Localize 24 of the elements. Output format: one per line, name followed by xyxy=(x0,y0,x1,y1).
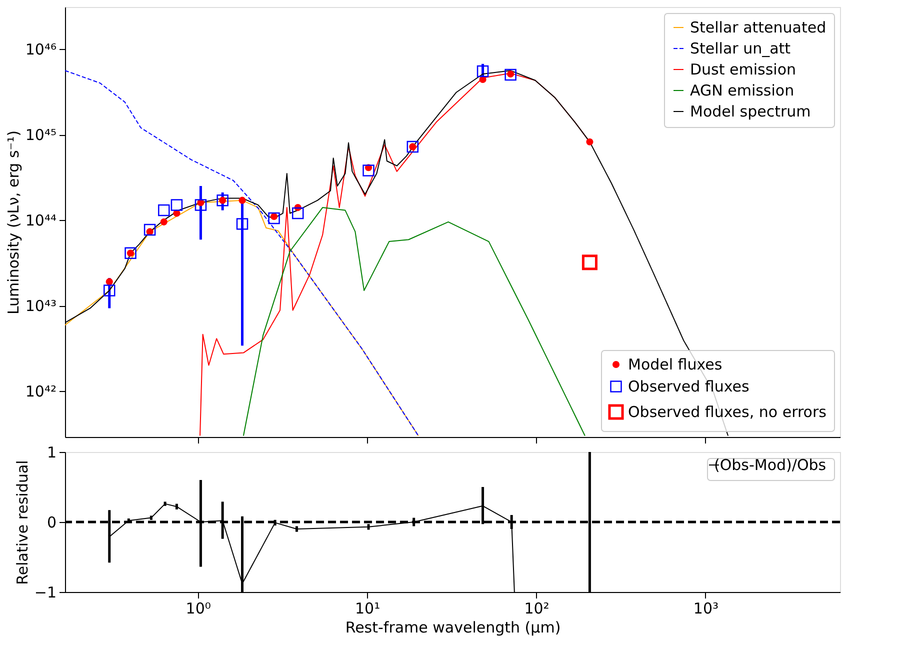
legend-label: Observed fluxes, no errors xyxy=(628,403,827,421)
legend-label: Dust emission xyxy=(690,60,796,78)
y-tick-label: 10⁴⁶ xyxy=(25,40,56,59)
x-tick-label: 10⁰ xyxy=(186,600,211,618)
legend-label: Model fluxes xyxy=(628,356,722,374)
y-tick-label: 10⁴² xyxy=(25,382,56,401)
x-tick-label: 10² xyxy=(524,600,550,618)
x-tick-label: 10¹ xyxy=(354,600,380,618)
legend-label: Model spectrum xyxy=(690,102,811,120)
y-tick-label: 0 xyxy=(46,514,56,532)
legend-label: Observed fluxes xyxy=(628,378,750,396)
legend-label: (Obs-Mod)/Obs xyxy=(714,456,826,474)
x-tick-label: 10³ xyxy=(693,600,719,618)
legend-label: Stellar attenuated xyxy=(690,18,826,36)
y-tick-label: 10⁴⁵ xyxy=(25,126,56,144)
y-tick-label: 10⁴⁴ xyxy=(25,212,56,230)
legend-label: AGN emission xyxy=(690,82,794,100)
y-axis-title: Luminosity (νLν, erg s⁻¹) xyxy=(4,130,22,315)
y-tick-label: −1 xyxy=(34,584,56,602)
x-axis-title: Rest-frame wavelength (μm) xyxy=(345,618,561,636)
y-tick-label: 1 xyxy=(46,444,56,462)
legend-label: Stellar un_att xyxy=(690,40,791,58)
y-axis-title: Relative residual xyxy=(13,460,32,585)
y-tick-label: 10⁴³ xyxy=(25,297,56,316)
